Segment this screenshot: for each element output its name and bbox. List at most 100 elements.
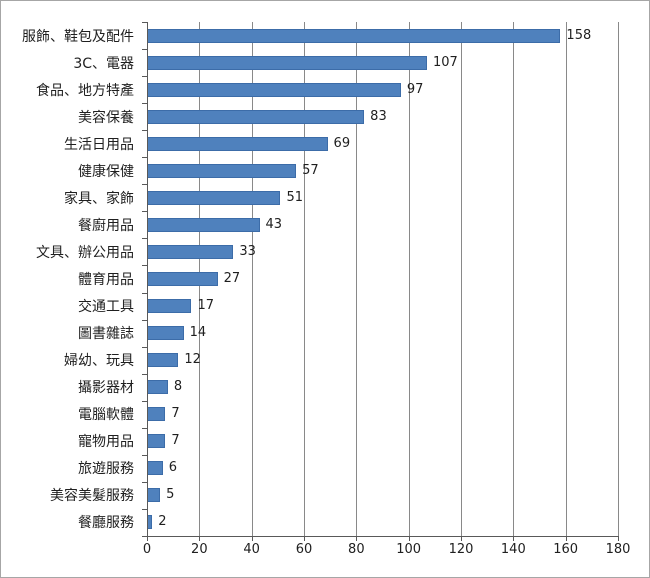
bar-value-label: 83 [370,108,387,124]
bar-value-label: 97 [406,81,424,97]
y-axis-tick [142,211,147,213]
bar-6 [147,163,297,178]
y-axis-tick [142,130,147,132]
category-label: 交通工具 [78,299,134,316]
category-label: 生活日用品 [64,136,134,153]
bar-4 [147,109,365,124]
bar-5 [147,136,328,151]
bar-value-label: 7 [171,406,180,422]
bar-value-label: 33 [239,243,256,259]
y-axis-tick [142,22,147,23]
bar-value-label: 14 [189,325,207,341]
category-label: 文具、辦公用品 [36,244,134,261]
category-label: 攝影器材 [78,380,134,397]
x-axis-tick-60 [304,537,305,541]
gridline-180 [618,22,619,536]
y-axis-line [147,22,148,536]
bar-16 [147,434,166,449]
x-axis-tick-label: 180 [605,542,631,557]
category-label: 食品、地方特產 [36,82,134,99]
category-label: 餐廳服務 [78,515,134,532]
x-axis-tick-0 [147,537,148,541]
bar-value-label: 17 [197,298,215,314]
category-label: 美容美髮服務 [50,488,134,505]
bar-17 [147,461,163,476]
y-axis-tick [142,536,147,537]
y-axis-tick [142,292,147,294]
bar-value-label: 51 [286,189,303,205]
bar-value-label: 43 [265,216,283,232]
y-axis-tick [142,103,147,105]
gridline-40 [251,22,253,536]
x-axis-tick-40 [251,537,253,541]
bar-value-label: 12 [184,352,201,368]
bar-11 [147,299,192,314]
category-label: 旅遊服務 [78,461,134,478]
y-axis-tick [142,481,147,483]
gridline-80 [356,22,358,536]
y-axis-tick [142,427,147,429]
bar-14 [147,380,168,395]
y-axis-tick [142,238,147,240]
gridline-120 [461,22,462,536]
category-label: 電腦軟體 [78,407,134,424]
bar-value-label: 57 [302,162,319,178]
category-label: 美容保養 [78,109,134,126]
bar-7 [147,190,281,205]
category-label: 服飾、鞋包及配件 [22,28,134,45]
gridline-100 [408,22,410,536]
category-label: 健康保健 [78,163,134,180]
x-axis-line [147,536,619,537]
y-axis-tick [142,373,147,375]
bar-18 [147,488,161,503]
x-axis-tick-160 [565,537,567,541]
plot-area: 158 107 97 83 69 57 51 43 33 27 17 14 12 8 7 7 6 5 2 [147,22,619,536]
x-axis-tick-label: 0 [142,542,152,557]
x-axis-tick-label: 160 [553,542,579,557]
x-axis-tick-label: 100 [396,542,422,557]
gridline-60 [304,22,305,536]
x-axis-tick-label: 120 [448,542,474,557]
y-axis-tick [142,157,147,159]
category-axis-labels: 服飾、鞋包及配件 3C、電器食品、地方特產美容保養生活日用品健康保健家具、家飾餐廚… [1,22,141,536]
x-axis-tick-label: 40 [243,542,260,557]
y-axis-tick [142,454,147,456]
x-axis-tick-80 [356,537,358,541]
x-axis-tick-140 [513,537,515,541]
bar-value-label: 158 [566,27,592,43]
y-axis-tick [142,319,147,321]
bar-1 [147,28,561,43]
y-axis-tick [142,76,147,78]
gridline-140 [513,22,515,536]
x-axis-tick-label: 60 [295,542,313,557]
gridline-160 [565,22,567,536]
y-axis-tick [142,400,147,402]
x-axis-tick-20 [199,537,201,541]
category-label: 婦幼、玩具 [64,353,134,370]
y-axis-tick [142,346,147,348]
x-axis-tick-label: 20 [191,542,208,557]
bar-12 [147,326,184,341]
category-label: 寵物用品 [78,434,134,451]
category-label: 家具、家飾 [64,190,134,207]
x-axis-tick-180 [618,537,619,541]
category-label: 體育用品 [78,271,134,288]
bar-value-label: 27 [223,271,241,286]
bar-value-label: 8 [173,379,183,395]
x-axis-tick-120 [461,537,462,541]
category-label: 3C、電器 [73,55,134,72]
x-axis-tick-100 [408,537,410,541]
y-axis-tick [142,265,147,267]
bar-9 [147,244,234,259]
bar-value-label: 2 [158,514,167,530]
bar-3 [147,82,401,97]
x-axis-tick-label: 80 [348,542,365,557]
y-axis-tick [142,508,147,510]
y-axis-tick [142,49,147,51]
bar-8 [147,217,260,232]
bar-value-label: 6 [168,460,177,476]
category-label: 圖書雜誌 [78,326,134,343]
bar-value-label: 5 [166,487,175,503]
category-label: 餐廚用品 [78,217,134,234]
